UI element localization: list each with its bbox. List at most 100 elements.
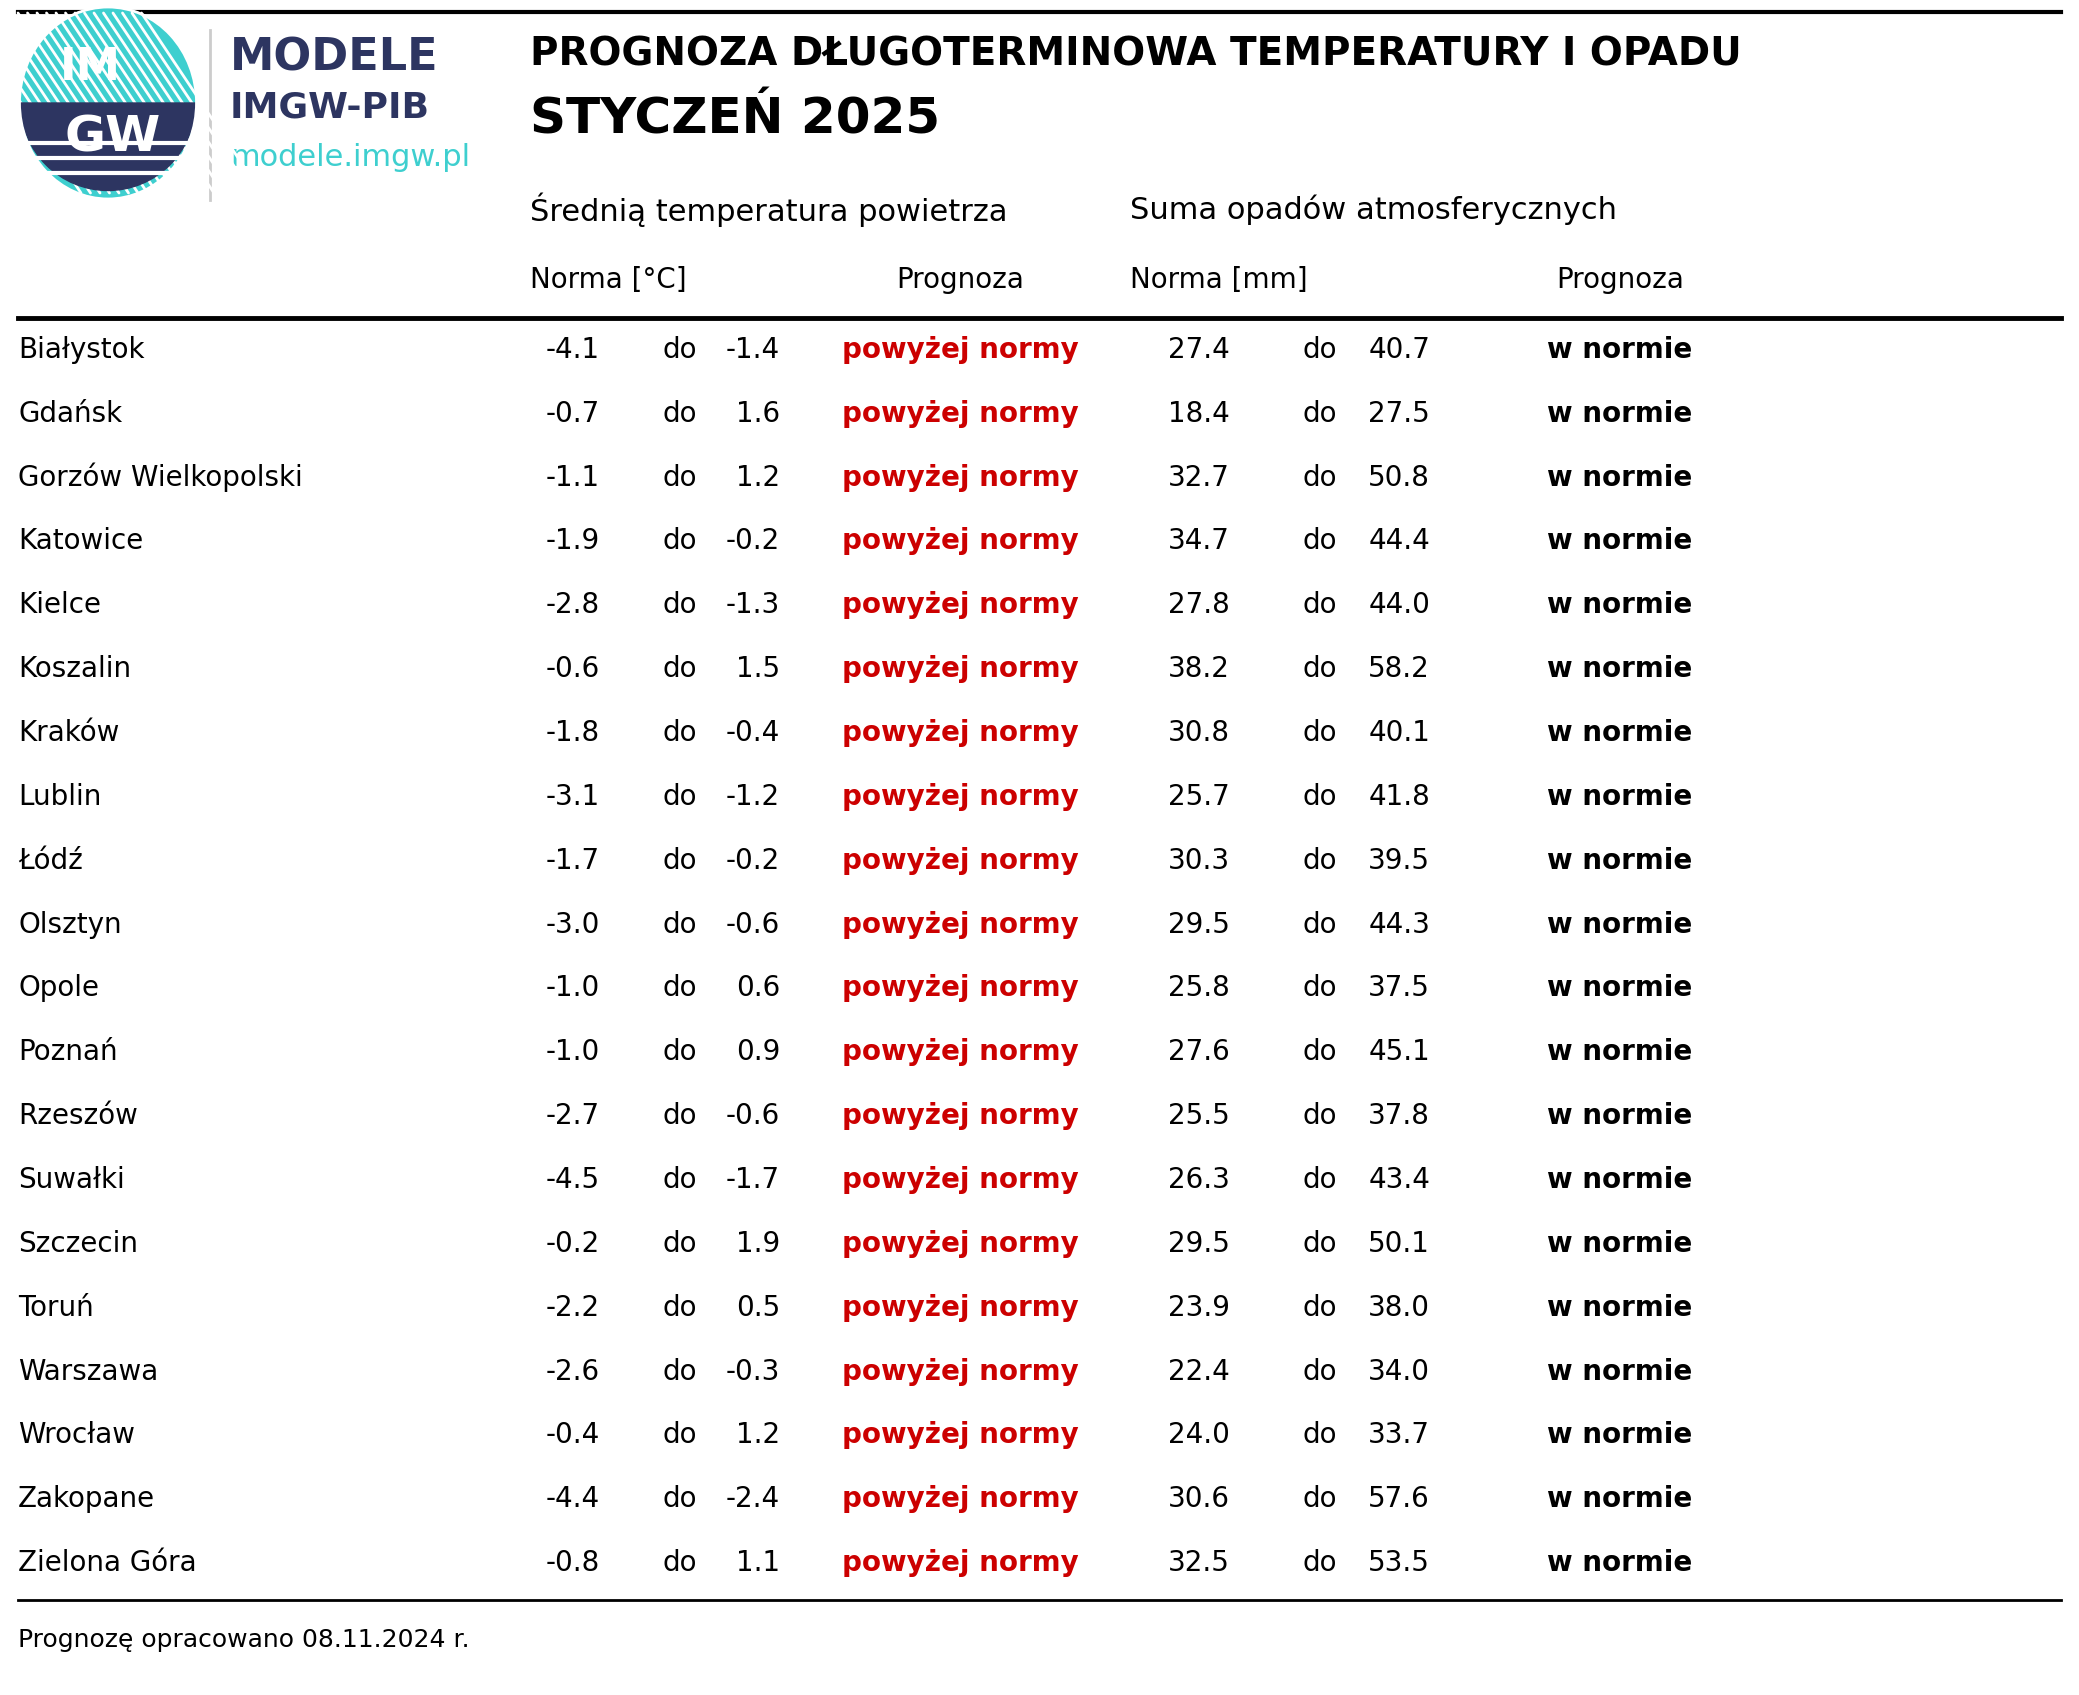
Text: GW: GW <box>64 114 162 163</box>
Text: Zielona Góra: Zielona Góra <box>19 1549 198 1576</box>
Text: powyżej normy: powyżej normy <box>842 1166 1079 1193</box>
Text: Gorzów Wielkopolski: Gorzów Wielkopolski <box>19 463 304 492</box>
Text: -0.7: -0.7 <box>547 400 601 427</box>
Text: do: do <box>663 910 696 939</box>
Text: -1.2: -1.2 <box>726 783 780 810</box>
Text: w normie: w normie <box>1547 848 1692 875</box>
Text: do: do <box>1304 592 1337 619</box>
Text: 40.7: 40.7 <box>1368 336 1430 364</box>
Text: do: do <box>1304 527 1337 556</box>
Text: powyżej normy: powyżej normy <box>842 1102 1079 1131</box>
Text: 1.6: 1.6 <box>736 400 780 427</box>
Text: do: do <box>663 1039 696 1066</box>
Text: do: do <box>1304 1549 1337 1576</box>
Text: do: do <box>663 1166 696 1193</box>
Text: -3.1: -3.1 <box>547 783 601 810</box>
Text: -1.3: -1.3 <box>726 592 780 619</box>
Text: -2.2: -2.2 <box>547 1293 601 1322</box>
Text: Warszawa: Warszawa <box>19 1358 158 1385</box>
Text: 30.6: 30.6 <box>1168 1485 1231 1514</box>
Text: w normie: w normie <box>1547 783 1692 810</box>
Text: 23.9: 23.9 <box>1168 1293 1231 1322</box>
Text: Prognozę opracowano 08.11.2024 r.: Prognozę opracowano 08.11.2024 r. <box>19 1627 470 1653</box>
Text: 29.5: 29.5 <box>1168 1231 1231 1258</box>
Text: 25.7: 25.7 <box>1168 783 1231 810</box>
Text: 30.3: 30.3 <box>1168 848 1231 875</box>
Text: w normie: w normie <box>1547 527 1692 556</box>
Text: -0.3: -0.3 <box>726 1358 780 1385</box>
Text: -0.6: -0.6 <box>547 656 601 683</box>
Text: 0.6: 0.6 <box>736 975 780 1002</box>
Text: Lublin: Lublin <box>19 783 102 810</box>
Text: do: do <box>663 975 696 1002</box>
Text: -0.6: -0.6 <box>726 910 780 939</box>
Text: -0.2: -0.2 <box>726 527 780 556</box>
Text: powyżej normy: powyżej normy <box>842 848 1079 875</box>
Text: Kraków: Kraków <box>19 719 119 747</box>
Text: IM: IM <box>60 46 121 90</box>
Text: do: do <box>1304 783 1337 810</box>
Text: -1.0: -1.0 <box>547 1039 601 1066</box>
Ellipse shape <box>21 8 195 198</box>
Text: -4.1: -4.1 <box>547 336 601 364</box>
Text: -1.4: -1.4 <box>726 336 780 364</box>
Text: Rzeszów: Rzeszów <box>19 1102 137 1131</box>
Text: 34.0: 34.0 <box>1368 1358 1430 1385</box>
Text: w normie: w normie <box>1547 336 1692 364</box>
Text: Opole: Opole <box>19 975 100 1002</box>
Text: do: do <box>663 400 696 427</box>
Text: 44.4: 44.4 <box>1368 527 1430 556</box>
Text: w normie: w normie <box>1547 1166 1692 1193</box>
Text: w normie: w normie <box>1547 400 1692 427</box>
Text: -0.4: -0.4 <box>726 719 780 747</box>
Text: do: do <box>1304 400 1337 427</box>
Text: -1.1: -1.1 <box>547 464 601 492</box>
Text: do: do <box>663 527 696 556</box>
Text: powyżej normy: powyżej normy <box>842 783 1079 810</box>
Text: do: do <box>663 1422 696 1449</box>
Text: 0.9: 0.9 <box>736 1039 780 1066</box>
Text: do: do <box>1304 1102 1337 1131</box>
Text: -2.7: -2.7 <box>547 1102 601 1131</box>
Text: powyżej normy: powyżej normy <box>842 1485 1079 1514</box>
Text: 1.2: 1.2 <box>736 464 780 492</box>
Text: Toruń: Toruń <box>19 1293 94 1322</box>
Text: 1.9: 1.9 <box>736 1231 780 1258</box>
Text: powyżej normy: powyżej normy <box>842 400 1079 427</box>
Text: w normie: w normie <box>1547 1293 1692 1322</box>
Text: 29.5: 29.5 <box>1168 910 1231 939</box>
Text: 43.4: 43.4 <box>1368 1166 1430 1193</box>
Text: do: do <box>663 848 696 875</box>
Text: -2.6: -2.6 <box>547 1358 601 1385</box>
Text: Suwałki: Suwałki <box>19 1166 125 1193</box>
Text: do: do <box>1304 848 1337 875</box>
Text: do: do <box>663 719 696 747</box>
Text: -1.7: -1.7 <box>547 848 601 875</box>
Text: IMGW-PIB: IMGW-PIB <box>231 92 430 125</box>
Text: 44.3: 44.3 <box>1368 910 1430 939</box>
Text: -1.9: -1.9 <box>547 527 601 556</box>
Text: 32.7: 32.7 <box>1168 464 1231 492</box>
Text: w normie: w normie <box>1547 1231 1692 1258</box>
Text: do: do <box>1304 1231 1337 1258</box>
Text: Suma opadów atmosferycznych: Suma opadów atmosferycznych <box>1131 195 1617 225</box>
Text: powyżej normy: powyżej normy <box>842 975 1079 1002</box>
Text: 33.7: 33.7 <box>1368 1422 1430 1449</box>
Text: 1.2: 1.2 <box>736 1422 780 1449</box>
Text: do: do <box>1304 719 1337 747</box>
Text: do: do <box>1304 1293 1337 1322</box>
Text: -2.8: -2.8 <box>547 592 601 619</box>
Text: do: do <box>1304 975 1337 1002</box>
Text: 0.5: 0.5 <box>736 1293 780 1322</box>
Text: powyżej normy: powyżej normy <box>842 1358 1079 1385</box>
Text: do: do <box>663 464 696 492</box>
Text: do: do <box>663 783 696 810</box>
Text: w normie: w normie <box>1547 719 1692 747</box>
Text: powyżej normy: powyżej normy <box>842 336 1079 364</box>
Text: do: do <box>663 1485 696 1514</box>
Text: 50.1: 50.1 <box>1368 1231 1430 1258</box>
Text: Katowice: Katowice <box>19 527 143 556</box>
Text: 53.5: 53.5 <box>1368 1549 1430 1576</box>
Text: 37.5: 37.5 <box>1368 975 1430 1002</box>
Text: Norma [mm]: Norma [mm] <box>1131 266 1308 293</box>
